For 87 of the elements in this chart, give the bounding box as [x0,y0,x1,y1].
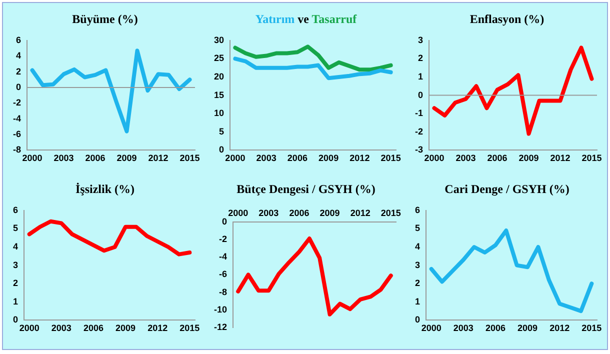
x-tick-label: 2003 [453,323,474,334]
y-tick-label: -8 [12,144,21,155]
y-tick-label: 10 [214,108,224,118]
x-tick-label: 2015 [380,153,401,164]
y-tick-label: 1 [12,296,18,306]
y-tick-label: 3 [12,260,18,270]
chart-title: Büyüme (%) [72,12,138,26]
y-tick-label: -1 [414,108,423,118]
y-tick-label: 4 [12,241,18,252]
x-tick-label: 2015 [582,323,602,334]
y-tick-label: 30 [214,34,224,45]
x-tick-label: 2006 [85,153,106,164]
x-tick-label: 2006 [487,153,508,164]
chart-title: İşsizlik (%) [75,182,134,196]
y-tick-label: 0 [218,144,224,155]
y-tick-label: 0 [12,314,18,325]
y-tick-label: -12 [214,322,228,332]
x-tick-label: 2009 [518,153,539,164]
y-tick-label: 5 [218,126,224,136]
y-tick-label: 0 [418,90,423,100]
y-tick-label: 20 [214,71,224,82]
y-tick-label: -2 [414,126,423,136]
y-tick-label: -8 [218,286,228,297]
x-tick-label: 2012 [550,323,570,334]
y-tick-label: 0 [222,216,228,226]
x-tick-label: 2012 [148,323,168,334]
x-tick-label: 2006 [287,153,308,164]
x-tick-label: 2003 [258,208,279,218]
y-tick-label: 3 [418,34,423,45]
y-tick-label: 3 [414,260,420,270]
x-tick-label: 2000 [421,323,442,334]
x-tick-label: 2003 [256,153,276,164]
y-tick-label: -10 [214,304,228,314]
y-tick-label: 4 [414,241,420,252]
x-tick-label: 2006 [83,323,104,334]
x-tick-label: 2012 [550,153,570,164]
x-tick-label: 2009 [320,208,340,218]
y-tick-label: 5 [414,223,420,234]
y-tick-label: -2 [12,98,21,108]
x-tick-label: 2000 [228,208,248,218]
y-tick-label: -4 [218,252,228,262]
series-label: Tasarruf [312,12,357,26]
x-tick-label: 2006 [289,208,310,218]
y-tick-label: 15 [214,90,224,100]
x-tick-label: 2015 [582,153,602,164]
x-tick-label: 2006 [485,323,506,334]
x-tick-label: 2009 [518,323,538,334]
chart-title: Bütçe Dengesi / GSYH (%) [236,182,376,196]
y-tick-label: 6 [16,34,21,45]
x-tick-label: 2009 [116,153,137,164]
x-tick-label: 2003 [54,153,74,164]
x-tick-label: 2009 [116,323,136,334]
x-tick-label: 2003 [51,323,72,334]
y-tick-label: 6 [414,204,420,215]
y-tick-label: -6 [218,269,228,280]
chart-title: Cari Denge / GSYH (%) [444,182,570,196]
y-tick-label: -6 [12,129,21,139]
text: Yatırım [255,12,295,26]
y-tick-label: 0 [16,82,21,92]
x-tick-label: 2009 [318,153,339,164]
x-tick-label: 2000 [22,153,42,164]
y-tick-label: 25 [214,53,224,64]
y-tick-label: 2 [12,278,18,288]
x-tick-label: 2012 [148,153,168,164]
x-tick-label: 2000 [19,323,40,334]
x-tick-label: 2012 [350,208,370,218]
y-tick-label: 1 [414,296,420,306]
x-tick-label: 2000 [424,153,444,164]
x-tick-label: 2015 [180,153,200,164]
y-tick-label: -4 [12,113,21,124]
y-tick-label: 2 [418,53,423,64]
y-tick-label: -3 [414,144,423,155]
text: ve [296,12,310,26]
y-tick-label: 6 [12,204,18,215]
y-tick-label: -2 [218,234,228,244]
x-tick-label: 2012 [350,153,370,164]
chart-title: Enflasyon (%) [470,12,544,26]
x-tick-label: 2003 [456,153,476,164]
x-tick-label: 2015 [380,208,401,218]
x-tick-label: 2000 [225,153,246,164]
y-tick-label: 2 [414,278,420,288]
y-tick-label: 1 [418,71,423,82]
y-tick-label: 0 [414,314,420,325]
y-tick-label: 4 [16,50,21,61]
y-tick-label: 2 [16,66,21,76]
y-tick-label: 5 [12,223,18,234]
x-tick-label: 2015 [180,323,200,334]
